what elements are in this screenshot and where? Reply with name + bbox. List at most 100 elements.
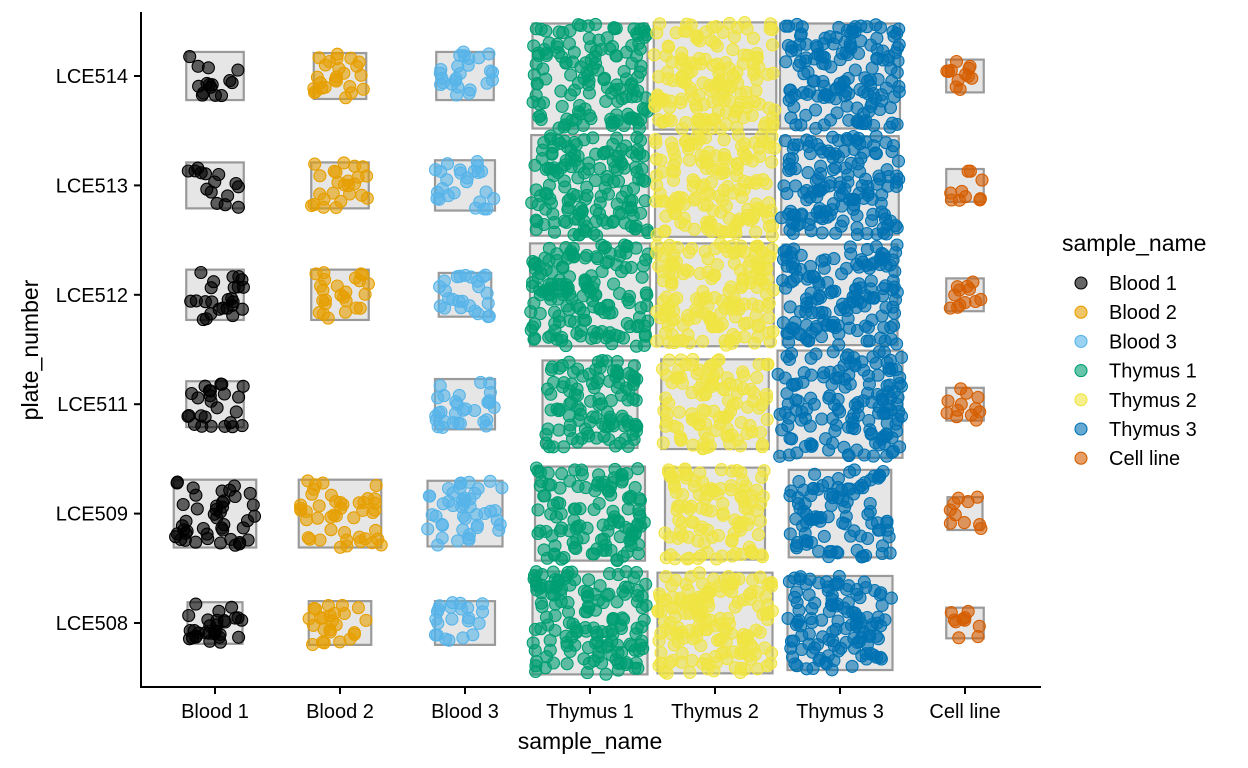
data-point <box>681 142 696 156</box>
data-point <box>217 518 231 532</box>
data-point <box>804 286 818 300</box>
data-point <box>531 526 545 541</box>
data-point <box>606 504 620 518</box>
data-point <box>326 186 340 200</box>
data-point <box>601 405 615 419</box>
data-point <box>353 301 367 315</box>
data-point <box>754 244 768 258</box>
data-point <box>582 156 596 170</box>
data-point <box>765 38 780 52</box>
data-point <box>247 509 262 523</box>
data-point <box>433 280 447 294</box>
data-point <box>782 93 796 107</box>
data-point <box>316 476 330 490</box>
data-point <box>462 475 476 489</box>
data-point <box>529 565 543 579</box>
data-point <box>876 393 890 408</box>
data-point <box>700 545 714 560</box>
data-point <box>685 241 699 255</box>
data-point <box>631 583 645 597</box>
data-point <box>565 565 579 579</box>
data-point <box>822 90 836 104</box>
data-point <box>582 429 596 443</box>
data-point <box>781 19 796 33</box>
data-point <box>734 415 748 430</box>
data-point <box>727 256 741 270</box>
data-point <box>750 73 764 87</box>
data-point <box>700 198 714 212</box>
data-point <box>567 513 581 527</box>
data-point <box>480 76 494 90</box>
data-point <box>812 184 826 198</box>
data-point <box>475 605 490 619</box>
data-point <box>732 214 746 229</box>
data-point <box>880 449 894 463</box>
data-point <box>785 432 799 446</box>
data-point <box>340 533 354 547</box>
data-point <box>890 221 904 235</box>
data-point <box>597 241 611 255</box>
data-point <box>842 113 856 127</box>
data-point <box>709 319 723 333</box>
data-point <box>823 30 837 44</box>
data-point <box>309 85 323 99</box>
data-point <box>783 527 797 541</box>
data-point <box>351 601 365 615</box>
data-point <box>225 420 240 434</box>
data-point <box>814 330 829 344</box>
data-point <box>654 153 668 167</box>
data-point <box>600 169 614 184</box>
data-point <box>787 378 801 392</box>
data-point <box>461 601 475 615</box>
data-point <box>612 149 626 163</box>
data-point <box>327 164 341 178</box>
data-point <box>678 606 692 620</box>
data-point <box>471 482 485 496</box>
data-point <box>766 66 780 80</box>
data-point <box>860 226 874 241</box>
data-point <box>745 494 760 508</box>
data-point <box>753 97 767 111</box>
data-point <box>659 419 673 433</box>
data-point <box>456 403 470 417</box>
data-point <box>545 529 559 543</box>
data-point <box>799 305 813 319</box>
data-point <box>721 244 735 259</box>
data-point <box>334 194 348 208</box>
legend-title: sample_name <box>1062 230 1206 256</box>
data-point <box>874 586 888 600</box>
data-point <box>839 621 853 636</box>
data-point <box>199 312 213 326</box>
data-point <box>727 30 741 44</box>
data-point <box>565 630 579 644</box>
data-point <box>323 625 337 639</box>
data-point <box>347 511 361 525</box>
data-point <box>891 54 905 68</box>
data-point <box>723 377 737 391</box>
data-point <box>699 186 714 200</box>
data-point <box>751 528 765 542</box>
data-point <box>312 51 326 65</box>
data-point <box>725 533 739 547</box>
data-point <box>537 489 551 503</box>
data-point <box>879 136 893 150</box>
data-point <box>331 175 345 189</box>
data-point <box>940 64 954 78</box>
x-tick-label: Thymus 2 <box>671 701 759 723</box>
data-point <box>760 358 774 372</box>
data-point <box>302 612 316 626</box>
legend-swatch <box>1074 276 1088 290</box>
data-point <box>872 438 886 452</box>
data-point <box>872 468 887 482</box>
data-point <box>695 376 710 390</box>
data-point <box>456 523 470 537</box>
data-point <box>957 516 971 530</box>
data-point <box>890 337 904 351</box>
data-point <box>525 196 539 210</box>
data-point <box>806 661 820 676</box>
data-point <box>659 209 673 223</box>
data-point <box>213 536 228 550</box>
data-point <box>640 288 654 302</box>
data-point <box>620 467 634 481</box>
data-point <box>589 250 603 264</box>
